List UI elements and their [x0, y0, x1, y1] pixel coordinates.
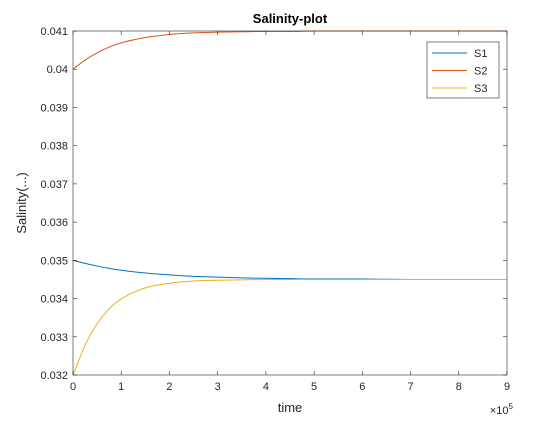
x-axis-exponent-power: 5 [509, 402, 514, 411]
y-tick-label: 0.032 [40, 370, 68, 382]
x-axis-exponent: ×105 [490, 402, 514, 417]
legend-label-s2: S2 [474, 66, 487, 78]
x-tick-label: 0 [70, 381, 76, 393]
x-tick-label: 9 [504, 381, 510, 393]
x-tick-label: 3 [215, 381, 221, 393]
legend: S1 S2 S3 [426, 41, 500, 99]
y-tick-label: 0.041 [40, 26, 68, 38]
x-tick-label: 4 [263, 381, 269, 393]
x-axis-label: time [278, 400, 303, 415]
x-tick-label: 5 [311, 381, 317, 393]
x-tick-label: 1 [118, 381, 124, 393]
x-tick-label: 2 [166, 381, 172, 393]
y-tick-label: 0.035 [40, 255, 68, 267]
y-tick-label: 0.034 [40, 294, 68, 306]
x-axis-exponent-base: ×10 [490, 405, 509, 417]
x-tick-label: 6 [359, 381, 365, 393]
legend-label-s1: S1 [474, 48, 487, 60]
series-line-s3 [72, 278, 507, 376]
y-tick-label: 0.04 [47, 64, 68, 76]
y-tick-label: 0.037 [40, 179, 68, 191]
legend-items: S1 S2 S3 [432, 48, 487, 95]
chart-title: Salinity-plot [253, 11, 328, 26]
y-tick-label: 0.038 [40, 141, 68, 153]
y-tick-label: 0.039 [40, 102, 68, 114]
y-axis-label: Salinity(...) [14, 172, 29, 233]
legend-label-s3: S3 [474, 83, 487, 95]
x-tick-label: 7 [407, 381, 413, 393]
y-tick-label: 0.036 [40, 217, 68, 229]
ticks-layer: 0 1 2 3 4 5 6 7 8 9 0.032 0.033 0.034 0.035 0.036 0.037… [40, 26, 510, 393]
x-tick-label: 8 [456, 381, 462, 393]
y-tick-label: 0.033 [40, 332, 68, 344]
axes-box [72, 30, 508, 376]
